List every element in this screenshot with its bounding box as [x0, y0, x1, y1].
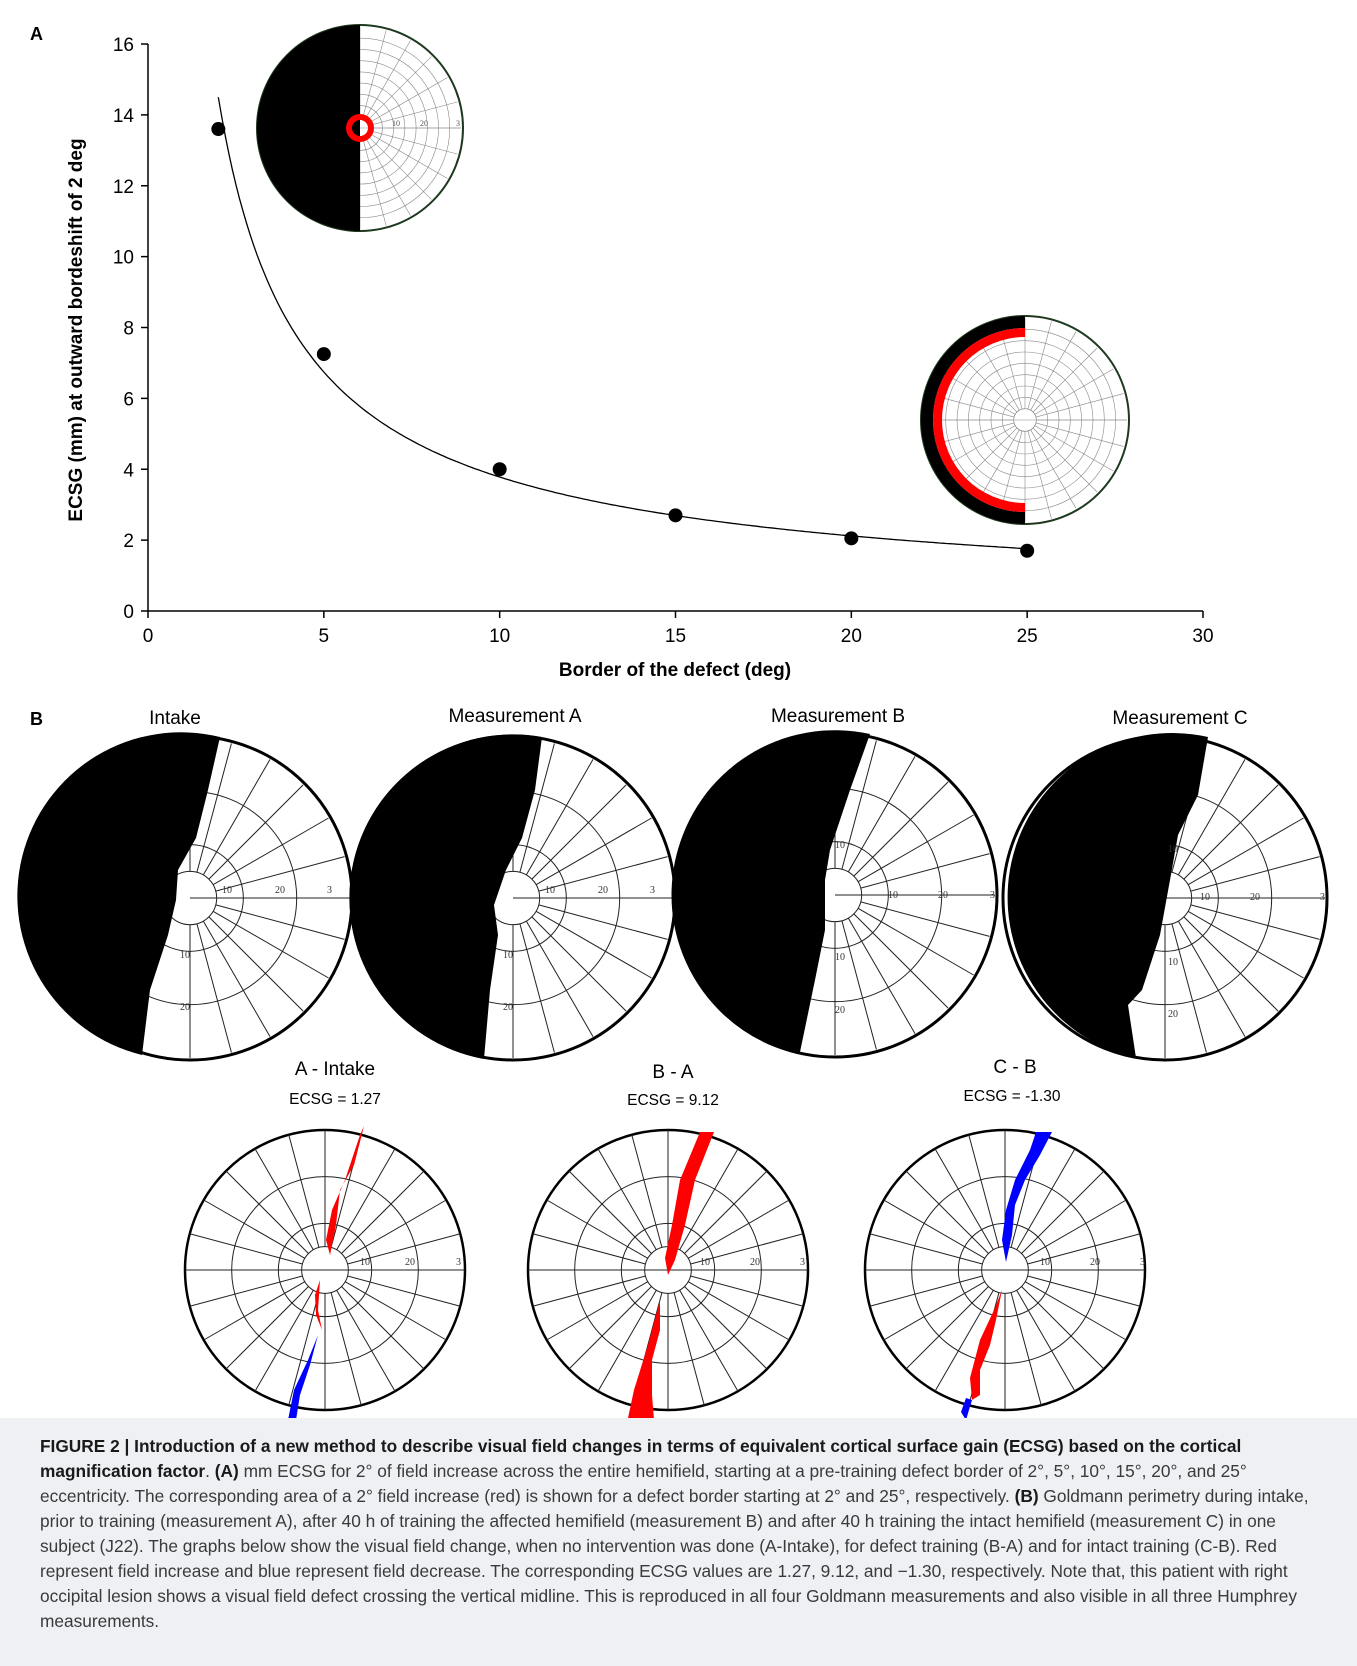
difference-b-a-title: B - A: [652, 1062, 694, 1083]
goldmann-measurement-b: Measurement B 10 10 20 3 10 20: [671, 706, 999, 1059]
ba-label-10: 10: [700, 1257, 710, 1268]
intake-label-30: 3: [327, 885, 332, 896]
caption-b-label: (B): [1014, 1486, 1039, 1506]
b-label-30: 3: [990, 890, 995, 901]
intake-label-20: 20: [275, 885, 285, 896]
a-label-10: 10: [545, 885, 555, 896]
data-point: [668, 508, 683, 523]
difference-a-intake: A - Intake ECSG = 1.27 10 20 3: [183, 1059, 467, 1420]
caption-a-label: (A): [214, 1461, 239, 1481]
y-tick-label: 0: [123, 602, 134, 623]
y-tick-label: 8: [123, 319, 134, 340]
panel-label-a: A: [30, 24, 43, 44]
y-tick-label: 12: [113, 177, 134, 198]
y-tick-label: 4: [123, 460, 134, 481]
ba-label-20: 20: [750, 1257, 760, 1268]
ai-label-10: 10: [360, 1257, 370, 1268]
ai-label-20: 20: [405, 1257, 415, 1268]
b-label-10b: 10: [835, 952, 845, 963]
caption-title: Introduction of a new method to describe…: [40, 1436, 1242, 1481]
c-label-20: 20: [1250, 892, 1260, 903]
intake-label-10b: 10: [180, 950, 190, 961]
difference-a-intake-title: A - Intake: [295, 1059, 375, 1080]
b-label-10: 10: [835, 840, 845, 851]
difference-b-a-ecsg: ECSG = 9.12: [627, 1092, 719, 1109]
c-label-10: 10: [1168, 844, 1178, 855]
caption-a-text: mm ECSG for 2° of field increase across …: [40, 1461, 1247, 1506]
x-tick-label: 25: [1017, 626, 1038, 647]
x-tick-label: 15: [665, 626, 686, 647]
b-label-20b: 20: [835, 1005, 845, 1016]
cb-label-10: 10: [1040, 1257, 1050, 1268]
chart-a: 0 2 4 6 8 10 12 14 16 0 5 10 15 20 25 30 ECSG (mm) at …: [66, 35, 1214, 681]
intake-label-10: 10: [222, 885, 232, 896]
data-point: [492, 462, 507, 477]
trend-line: [217, 97, 1028, 550]
panel-label-b: B: [30, 709, 43, 729]
difference-a-intake-ecsg: ECSG = 1.27: [289, 1091, 381, 1108]
y-ticks: 0 2 4 6 8 10 12 14 16: [113, 35, 148, 623]
inset-defect-border-2deg: 10 20 3: [256, 24, 464, 232]
data-point: [316, 347, 331, 362]
goldmann-c-title: Measurement C: [1112, 708, 1247, 729]
y-tick-label: 6: [123, 389, 134, 410]
figure-caption: FIGURE 2 | Introduction of a new method …: [40, 1436, 1309, 1631]
ba-label-30: 3: [800, 1257, 805, 1268]
caption-label: FIGURE 2 |: [40, 1436, 130, 1456]
ai-label-30: 3: [456, 1257, 461, 1268]
caption-box: [0, 1418, 1357, 1666]
inset-defect-border-25deg: [920, 315, 1130, 525]
x-ticks: 0 5 10 15 20 25 30: [143, 611, 1214, 647]
inset1-label-10: 10: [392, 119, 400, 128]
c-label-20b: 20: [1168, 1009, 1178, 1020]
cb-label-30: 3: [1140, 1257, 1145, 1268]
a-label-30: 3: [650, 885, 655, 896]
goldmann-a-title: Measurement A: [448, 706, 581, 727]
goldmann-b-title: Measurement B: [771, 706, 905, 727]
caption-b-text: Goldmann perimetry during intake, prior …: [40, 1486, 1309, 1631]
y-tick-label: 2: [123, 531, 134, 552]
difference-c-b-title: C - B: [993, 1057, 1036, 1078]
goldmann-measurement-c: Measurement C 10 10 20 3 10 20: [1001, 708, 1329, 1062]
difference-b-a: B - A ECSG = 9.12 10 20 3: [526, 1062, 810, 1420]
y-tick-label: 16: [113, 35, 134, 56]
b-label-10c: 10: [888, 890, 898, 901]
cb-label-20: 20: [1090, 1257, 1100, 1268]
difference-c-b: C - B ECSG = -1.30 10 20 3: [863, 1057, 1147, 1420]
a-label-20: 20: [598, 885, 608, 896]
b-label-20: 20: [938, 890, 948, 901]
x-tick-label: 5: [319, 626, 330, 647]
goldmann-intake: Intake 10 20 3 10 20: [17, 708, 354, 1062]
y-tick-label: 14: [113, 106, 135, 127]
x-tick-label: 10: [489, 626, 510, 647]
c-label-10b: 10: [1168, 957, 1178, 968]
c-label-30: 3: [1320, 892, 1325, 903]
goldmann-measurement-a: Measurement A 10 20 3 10 20: [349, 706, 677, 1062]
data-point: [844, 531, 859, 546]
goldmann-intake-title: Intake: [149, 708, 201, 729]
data-point: [211, 122, 226, 137]
x-tick-label: 0: [143, 626, 154, 647]
inset1-label-20: 20: [420, 119, 428, 128]
x-tick-label: 20: [841, 626, 862, 647]
x-tick-label: 30: [1192, 626, 1213, 647]
y-tick-label: 10: [113, 248, 134, 269]
a-label-20b: 20: [503, 1002, 513, 1013]
data-points: [211, 122, 1035, 558]
x-axis-label: Border of the defect (deg): [559, 660, 791, 681]
intake-label-20b: 20: [180, 1002, 190, 1013]
a-label-10b: 10: [503, 950, 513, 961]
difference-c-b-ecsg: ECSG = -1.30: [964, 1088, 1061, 1105]
y-axis-label: ECSG (mm) at outward bordeshift of 2 deg: [66, 138, 87, 521]
c-label-10c: 10: [1200, 892, 1210, 903]
data-point: [1020, 543, 1035, 558]
inset1-label-30: 3: [456, 119, 460, 128]
